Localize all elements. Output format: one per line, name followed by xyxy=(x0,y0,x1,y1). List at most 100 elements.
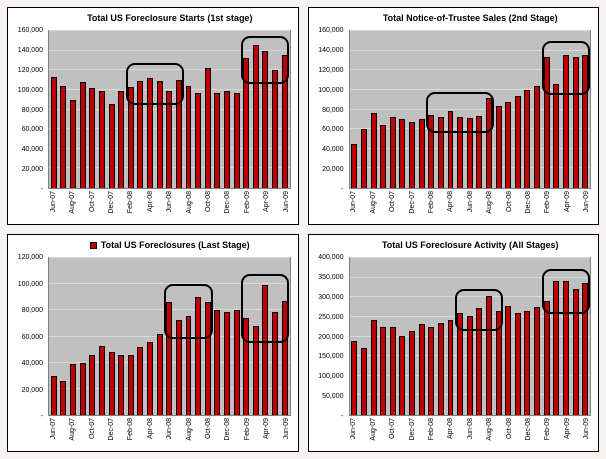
y-tick-label: 200,000 xyxy=(318,333,344,341)
bar xyxy=(50,375,57,415)
bar xyxy=(108,352,115,415)
bar xyxy=(582,54,589,188)
gridline xyxy=(49,88,290,90)
bar xyxy=(466,316,473,415)
x-tick-label: Dec-08 xyxy=(524,191,532,214)
bar xyxy=(495,311,502,415)
gridline xyxy=(349,108,590,110)
bar xyxy=(262,285,269,415)
gridline xyxy=(49,257,290,258)
x-tick-label: Oct-08 xyxy=(205,191,213,213)
x-tick-label: Apr-08 xyxy=(146,191,154,213)
y-axis: - 50,000 100,000 150,000 200,000 250,000 300,0… xyxy=(309,254,347,420)
plot-area xyxy=(348,30,591,189)
y-tick-label: - xyxy=(341,413,344,420)
plot-area xyxy=(48,257,291,416)
x-tick-label: Apr-08 xyxy=(146,418,154,440)
bar xyxy=(553,84,560,188)
bar xyxy=(195,297,202,415)
x-tick-label: Aug-08 xyxy=(486,418,494,441)
x-tick-label: Feb-08 xyxy=(127,191,135,214)
x-axis: Jun-07 Aug-07 Oct-07 Dec-07 Feb-08 Apr-08 Jun-… xyxy=(48,417,291,450)
x-axis: Jun-07 Aug-07 Oct-07 Dec-07 Feb-08 Apr-08 Jun-… xyxy=(349,417,592,450)
bar xyxy=(409,330,415,415)
y-tick-label: 100,000 xyxy=(17,280,43,288)
y-tick-label: 100,000 xyxy=(318,373,344,381)
bar xyxy=(389,327,396,415)
bar xyxy=(272,311,279,415)
x-tick-label: Dec-08 xyxy=(224,191,232,214)
x-tick-label: Aug-07 xyxy=(69,191,77,214)
x-tick-label: Jun-07 xyxy=(49,418,57,440)
bar xyxy=(118,354,125,415)
x-tick-label: Aug-08 xyxy=(185,418,193,441)
highlight-annotation xyxy=(426,91,494,134)
x-tick-label: Aug-08 xyxy=(486,191,494,214)
bar xyxy=(389,117,396,188)
bar xyxy=(370,319,377,415)
y-tick-label: 300,000 xyxy=(318,293,344,301)
x-tick-label: Apr-09 xyxy=(563,191,571,213)
bar xyxy=(572,56,579,188)
bar xyxy=(223,90,230,188)
x-tick-label: Apr-09 xyxy=(263,191,271,213)
x-tick-label: Jun-07 xyxy=(350,418,358,440)
series-legend-marker-icon xyxy=(89,241,97,249)
bar xyxy=(380,125,387,188)
bar xyxy=(582,283,589,415)
highlight-annotation xyxy=(125,63,184,105)
bar xyxy=(399,119,406,188)
gridline xyxy=(349,296,590,298)
y-tick-label: 40,000 xyxy=(21,360,43,368)
x-tick-label: Apr-08 xyxy=(447,418,455,440)
y-tick-label: 50,000 xyxy=(322,393,344,401)
bar xyxy=(89,87,96,188)
bar xyxy=(127,86,134,188)
y-tick-label: 140,000 xyxy=(17,46,43,54)
bar xyxy=(399,336,406,415)
bar xyxy=(428,115,435,188)
bar xyxy=(495,105,502,188)
bar xyxy=(156,333,163,415)
bar xyxy=(447,111,454,188)
y-tick-label: 100,000 xyxy=(318,86,344,94)
bar xyxy=(514,95,521,188)
x-tick-label: Jun-09 xyxy=(282,191,290,213)
bar xyxy=(195,92,202,188)
bar xyxy=(272,70,279,188)
x-tick-label: Jun-09 xyxy=(282,418,290,440)
bar xyxy=(252,44,259,188)
x-tick-label: Oct-08 xyxy=(505,191,513,213)
highlight-annotation xyxy=(241,35,290,84)
x-tick-label: Aug-07 xyxy=(369,418,377,441)
x-tick-label: Feb-08 xyxy=(127,418,135,441)
chart-legend: Total US Foreclosures (Last Stage) xyxy=(48,240,292,250)
bar xyxy=(380,327,387,415)
y-tick-label: - xyxy=(341,186,344,193)
x-tick-label: Feb-08 xyxy=(427,418,435,441)
y-tick-label: 150,000 xyxy=(318,353,344,361)
x-axis: Jun-07 Aug-07 Oct-07 Dec-07 Feb-08 Apr-08 Jun-… xyxy=(349,190,592,223)
chart-foreclosures-last-stage: Total US Foreclosures (Last Stage) - 20,0… xyxy=(7,234,299,452)
y-tick-label: 40,000 xyxy=(322,146,344,154)
y-tick-label: - xyxy=(40,186,43,193)
gridline xyxy=(349,88,590,90)
bar xyxy=(447,319,454,415)
bar xyxy=(98,345,105,415)
bar xyxy=(262,50,269,188)
y-tick-label: 20,000 xyxy=(21,166,43,174)
y-axis: - 20,000 40,000 60,000 80,000 100,000 120,000 xyxy=(8,254,46,420)
x-tick-label: Dec-07 xyxy=(408,418,416,441)
y-tick-label: 80,000 xyxy=(21,106,43,114)
bar xyxy=(233,310,240,415)
x-tick-label: Feb-08 xyxy=(427,191,435,214)
bar xyxy=(137,81,144,188)
x-tick-label: Aug-07 xyxy=(369,191,377,214)
bar xyxy=(166,302,173,415)
highlight-annotation xyxy=(241,273,290,344)
bar xyxy=(79,82,86,188)
y-tick-label: 120,000 xyxy=(17,66,43,74)
y-tick-label: 350,000 xyxy=(318,273,344,281)
bar xyxy=(137,346,144,415)
